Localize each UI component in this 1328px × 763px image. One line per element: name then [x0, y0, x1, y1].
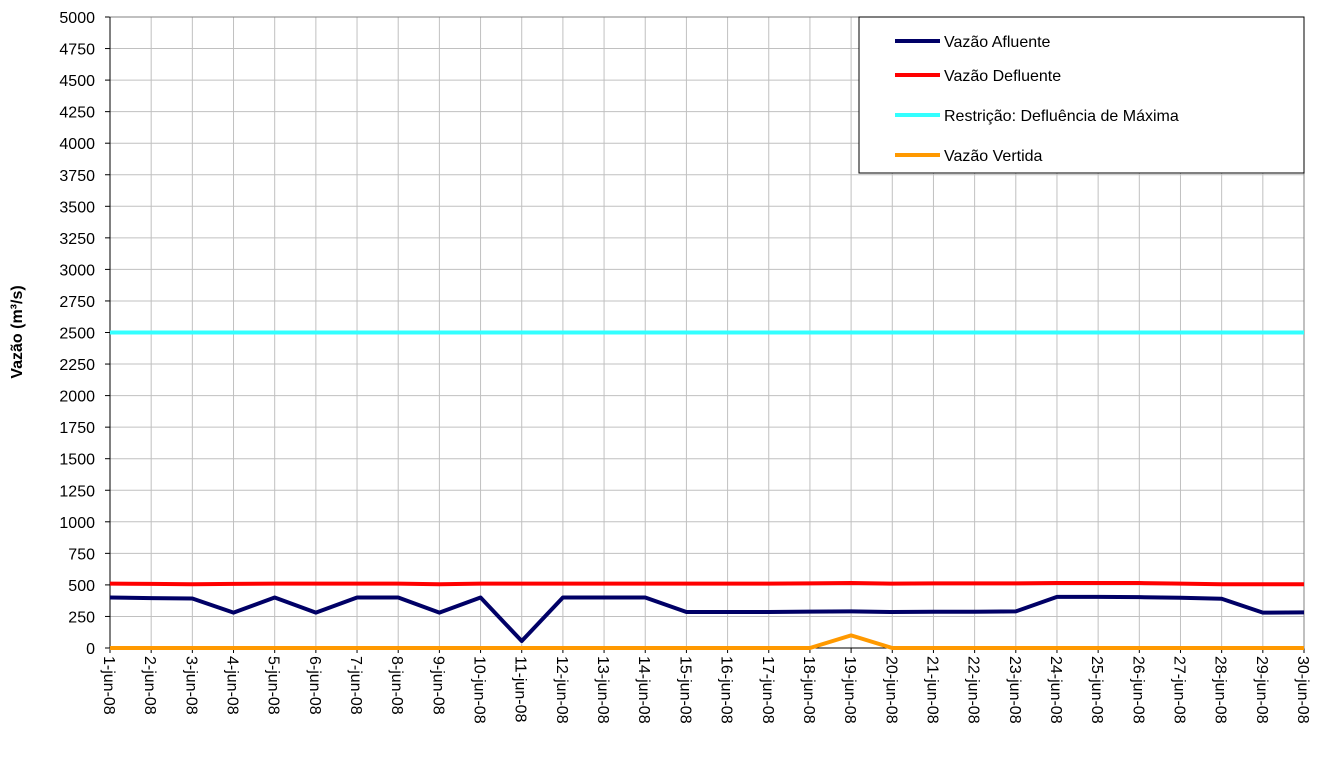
- x-tick-label: 6-jun-08: [306, 656, 323, 715]
- y-tick-label: 3500: [59, 199, 95, 216]
- x-tick-label: 12-jun-08: [553, 656, 570, 724]
- x-tick-label: 20-jun-08: [882, 656, 899, 724]
- x-tick-label: 25-jun-08: [1088, 656, 1105, 724]
- y-tick-label: 500: [68, 578, 95, 595]
- x-tick-label: 4-jun-08: [224, 656, 241, 715]
- x-tick-label: 8-jun-08: [388, 656, 405, 715]
- y-tick-label: 4250: [59, 105, 95, 122]
- x-tick-label: 3-jun-08: [182, 656, 199, 715]
- x-tick-label: 18-jun-08: [800, 656, 817, 724]
- x-tick-label: 23-jun-08: [1006, 656, 1023, 724]
- x-tick-label: 9-jun-08: [429, 656, 446, 715]
- x-tick-label: 11-jun-08: [512, 656, 529, 723]
- y-tick-label: 2250: [59, 357, 95, 374]
- x-tick-label: 2-jun-08: [141, 656, 158, 715]
- y-tick-label: 1250: [59, 483, 95, 500]
- series-line: [110, 633, 1304, 650]
- x-tick-label: 21-jun-08: [923, 656, 940, 724]
- y-tick-label: 3000: [59, 262, 95, 279]
- y-tick-label: 750: [68, 546, 95, 563]
- x-tick-label: 1-jun-08: [100, 656, 117, 715]
- y-tick-label: 3750: [59, 168, 95, 185]
- x-tick-label: 7-jun-08: [347, 656, 364, 715]
- y-tick-label: 2500: [59, 326, 95, 343]
- y-axis-label: Vazão (m³/s): [9, 285, 26, 378]
- x-tick-label: 13-jun-08: [594, 656, 611, 724]
- x-tick-label: 28-jun-08: [1212, 656, 1229, 724]
- legend-label: Vazão Defluente: [944, 68, 1061, 85]
- x-tick-label: 14-jun-08: [635, 656, 652, 724]
- x-tick-label: 24-jun-08: [1047, 656, 1064, 724]
- y-tick-label: 4750: [59, 42, 95, 59]
- y-tick-label: 4000: [59, 136, 95, 153]
- x-tick-label: 27-jun-08: [1170, 656, 1187, 724]
- x-tick-label: 26-jun-08: [1129, 656, 1146, 724]
- y-tick-label: 1000: [59, 515, 95, 532]
- y-tick-label: 1750: [59, 420, 95, 437]
- series-line: [109, 581, 1304, 587]
- x-tick-label: 10-jun-08: [471, 656, 488, 724]
- x-tick-label: 22-jun-08: [965, 656, 982, 724]
- y-tick-label: 4500: [59, 73, 95, 90]
- y-tick-label: 2750: [59, 294, 95, 311]
- y-tick-label: 250: [68, 609, 95, 626]
- x-tick-label: 5-jun-08: [265, 656, 282, 715]
- y-tick-label: 1500: [59, 452, 95, 469]
- x-tick-label: 15-jun-08: [676, 656, 693, 724]
- x-tick-label: 16-jun-08: [718, 656, 735, 724]
- series-line: [109, 594, 1305, 644]
- x-tick-label: 29-jun-08: [1253, 656, 1270, 724]
- legend-label: Restrição: Defluência de Máxima: [944, 108, 1179, 125]
- y-tick-label: 0: [86, 641, 95, 658]
- x-tick-label: 17-jun-08: [759, 656, 776, 724]
- x-tick-label: 30-jun-08: [1294, 656, 1311, 724]
- y-tick-label: 3250: [59, 231, 95, 248]
- y-tick-label: 5000: [59, 10, 95, 27]
- y-tick-label: 2000: [59, 389, 95, 406]
- x-tick-label: 19-jun-08: [841, 656, 858, 724]
- legend-label: Vazão Vertida: [944, 148, 1043, 165]
- legend-label: Vazão Afluente: [944, 34, 1051, 51]
